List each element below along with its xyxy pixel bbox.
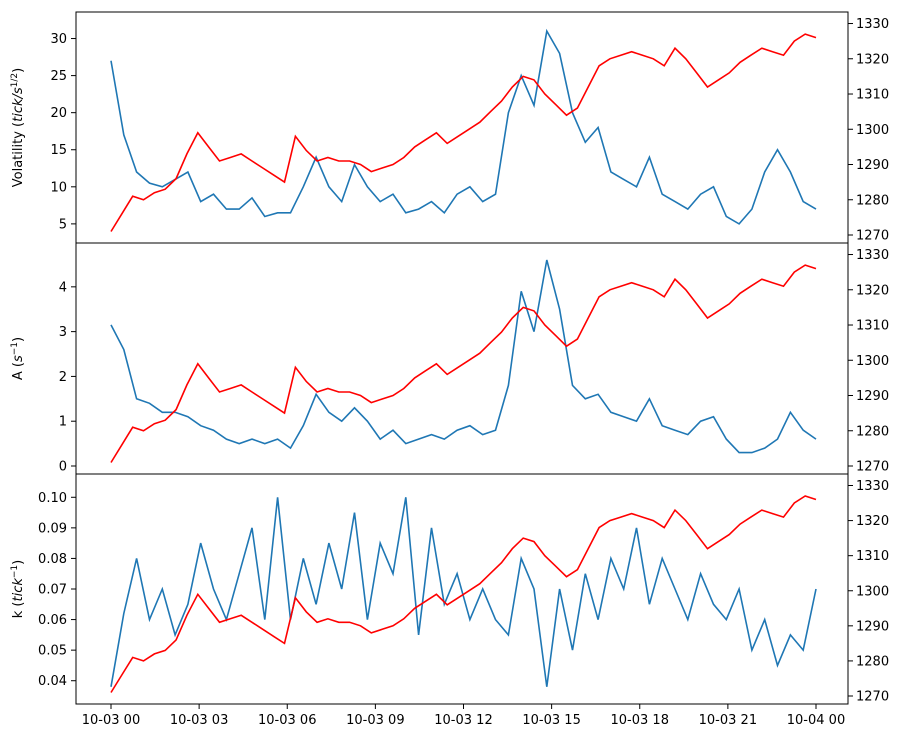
right-y-tick-label: 1330	[856, 17, 889, 32]
right-y-tick-label: 1320	[856, 283, 889, 298]
right-y-tick-label: 1290	[856, 619, 889, 634]
x-tick-label: 10-03 12	[434, 713, 492, 728]
right-y-tick-label: 1300	[856, 354, 889, 369]
plot-root: 510152025301270128012901300131013201330V…	[10, 11, 889, 728]
x-tick-label: 10-04 00	[787, 713, 845, 728]
series-line-price	[110, 495, 817, 693]
x-tick-label: 10-03 15	[522, 713, 580, 728]
left-y-tick-label: 0.07	[38, 583, 67, 598]
left-y-tick-label: 5	[59, 217, 67, 232]
x-tick-label: 10-03 18	[611, 713, 669, 728]
series-line-main	[110, 28, 817, 225]
right-y-tick-label: 1290	[856, 389, 889, 404]
panel-2: 0 1 2 3 4 1270 1280 1290 1300 1310 1320 1330 A (s−1)	[10, 242, 889, 475]
left-y-tick-label: 20	[50, 106, 67, 121]
left-y-tick-label: 1	[59, 415, 67, 430]
right-y-tick-label: 1320	[856, 514, 889, 529]
right-y-tick-label: 1300	[856, 584, 889, 599]
right-y-tick-label: 1270	[856, 460, 889, 475]
x-tick-label: 10-03 09	[346, 713, 404, 728]
y-axis-label: A (s−1)	[10, 337, 26, 380]
x-tick-label: 10-03 21	[699, 713, 757, 728]
left-y-tick-label: 10	[50, 180, 67, 195]
left-y-tick-label: 25	[50, 69, 67, 84]
left-y-tick-label: 0	[59, 460, 67, 475]
right-y-tick-label: 1330	[856, 479, 889, 494]
x-tick-label: 10-03 06	[258, 713, 316, 728]
right-y-tick-label: 1280	[856, 424, 889, 439]
panel-1: 5 10 15 20 25 30 1270 1280 1290 1300 1310 1320 1330 V…	[10, 11, 889, 244]
right-y-tick-label: 1300	[856, 123, 889, 138]
right-y-tick-label: 1310	[856, 88, 889, 103]
left-y-tick-label: 2	[59, 370, 67, 385]
right-y-tick-label: 1310	[856, 319, 889, 334]
right-y-tick-label: 1320	[856, 52, 889, 67]
y-axis-label: k (tick−1)	[10, 560, 26, 618]
right-y-tick-label: 1280	[856, 654, 889, 669]
right-y-tick-label: 1270	[856, 229, 889, 244]
left-y-tick-label: 0.04	[38, 674, 67, 689]
left-y-tick-label: 0.06	[38, 613, 67, 628]
right-y-tick-label: 1280	[856, 193, 889, 208]
left-y-tick-label: 0.05	[38, 644, 67, 659]
right-y-tick-label: 1330	[856, 248, 889, 263]
left-y-tick-label: 15	[50, 143, 67, 158]
series-line-price	[110, 264, 817, 463]
left-y-tick-label: 4	[59, 280, 67, 295]
series-line-main	[110, 497, 817, 687]
series-line-main	[110, 259, 817, 454]
left-y-tick-label: 3	[59, 325, 67, 340]
y-axis-label: Volatility (tick/s1/2)	[10, 68, 26, 187]
x-tick-label: 10-03 00	[82, 713, 140, 728]
right-y-tick-label: 1290	[856, 158, 889, 173]
left-y-tick-label: 30	[50, 32, 67, 47]
right-y-tick-label: 1270	[856, 690, 889, 705]
panel-3: 0.04 0.05 0.06 0.07 0.08 0.09 0.10 1270 1280 1290…	[10, 473, 889, 728]
x-tick-label: 10-03 03	[170, 713, 228, 728]
series-line-price	[110, 33, 817, 232]
left-y-tick-label: 0.09	[38, 521, 67, 536]
left-y-tick-label: 0.08	[38, 552, 67, 567]
right-y-tick-label: 1310	[856, 549, 889, 564]
left-y-tick-label: 0.10	[38, 491, 67, 506]
